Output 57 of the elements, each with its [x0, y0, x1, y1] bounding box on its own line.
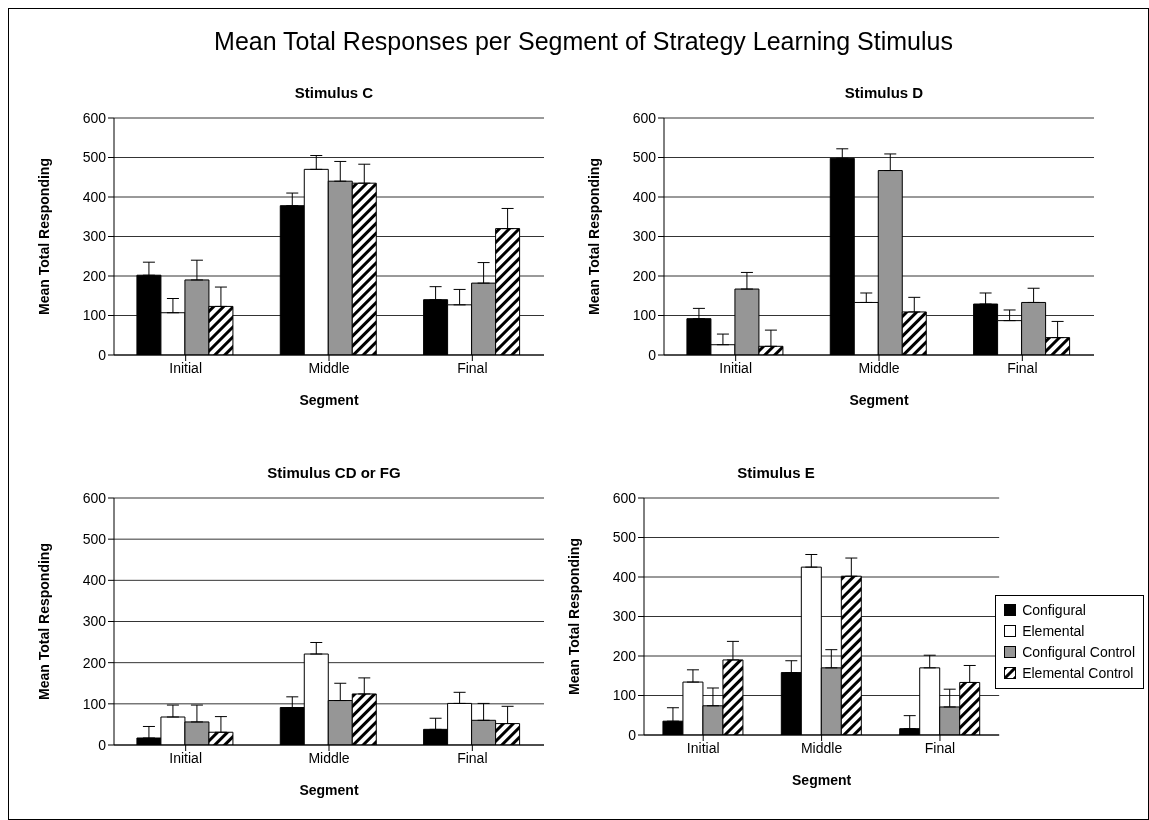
- x-axis-title: Segment: [849, 392, 909, 408]
- y-tick-label: 500: [632, 149, 657, 166]
- y-tick-label: 100: [82, 307, 107, 324]
- legend-label: Configural: [1022, 600, 1086, 620]
- y-tick-label: 600: [82, 109, 107, 126]
- y-tick-label: 600: [82, 489, 107, 506]
- x-tick-label: Final: [924, 739, 956, 756]
- y-tick-label: 200: [632, 267, 657, 284]
- y-tick-label: 400: [612, 568, 637, 585]
- y-axis-title: Mean Total Responding: [585, 158, 602, 315]
- y-tick-label: 100: [612, 687, 637, 704]
- x-tick-label: Middle: [308, 749, 350, 766]
- x-tick-label: Middle: [858, 359, 900, 376]
- y-tick-label: 0: [648, 346, 657, 363]
- chart-title: Stimulus E: [736, 464, 816, 483]
- x-axis-title: Segment: [792, 772, 852, 788]
- legend-label: Elemental: [1022, 621, 1085, 641]
- x-tick-label: Initial: [169, 359, 203, 376]
- y-tick-label: 0: [98, 346, 107, 363]
- y-tick-label: 300: [632, 228, 657, 245]
- x-tick-label: Initial: [719, 359, 753, 376]
- legend-label: Elemental Control: [1022, 663, 1134, 683]
- y-tick-label: 400: [632, 188, 657, 205]
- x-tick-label: Middle: [800, 739, 843, 756]
- x-tick-label: Middle: [308, 359, 350, 376]
- y-tick-label: 300: [82, 613, 107, 630]
- legend-label: Configural Control: [1022, 642, 1135, 662]
- y-tick-label: 500: [82, 531, 107, 548]
- x-tick-label: Final: [1007, 359, 1038, 376]
- y-axis-title: Mean Total Responding: [565, 538, 582, 695]
- chart-title: Stimulus D: [843, 84, 925, 103]
- x-axis-title: Segment: [299, 392, 359, 408]
- y-axis-title: Mean Total Responding: [35, 543, 52, 700]
- y-tick-label: 100: [82, 695, 107, 712]
- y-tick-label: 400: [82, 572, 107, 589]
- y-tick-label: 600: [632, 109, 657, 126]
- chart-title: Stimulus C: [293, 84, 375, 103]
- x-tick-label: Final: [457, 749, 488, 766]
- x-axis-title: Segment: [299, 782, 359, 798]
- y-tick-label: 300: [612, 608, 637, 625]
- y-tick-label: 200: [82, 267, 107, 284]
- y-tick-label: 0: [628, 726, 637, 743]
- y-tick-label: 500: [612, 529, 637, 546]
- y-tick-label: 400: [82, 188, 107, 205]
- y-tick-label: 0: [98, 736, 107, 753]
- y-tick-label: 500: [82, 149, 107, 166]
- x-tick-label: Initial: [169, 749, 203, 766]
- y-tick-label: 600: [612, 489, 637, 506]
- chart-title: Stimulus CD or FG: [266, 464, 402, 483]
- x-tick-label: Final: [457, 359, 488, 376]
- y-axis-title: Mean Total Responding: [35, 158, 52, 315]
- text: Mean Total Responses per Segment of Strategy Learning Stimulus: [213, 27, 954, 56]
- y-tick-label: 100: [632, 307, 657, 324]
- x-tick-label: Initial: [686, 739, 720, 756]
- y-tick-label: 200: [82, 654, 107, 671]
- y-tick-label: 300: [82, 228, 107, 245]
- y-tick-label: 200: [612, 647, 637, 664]
